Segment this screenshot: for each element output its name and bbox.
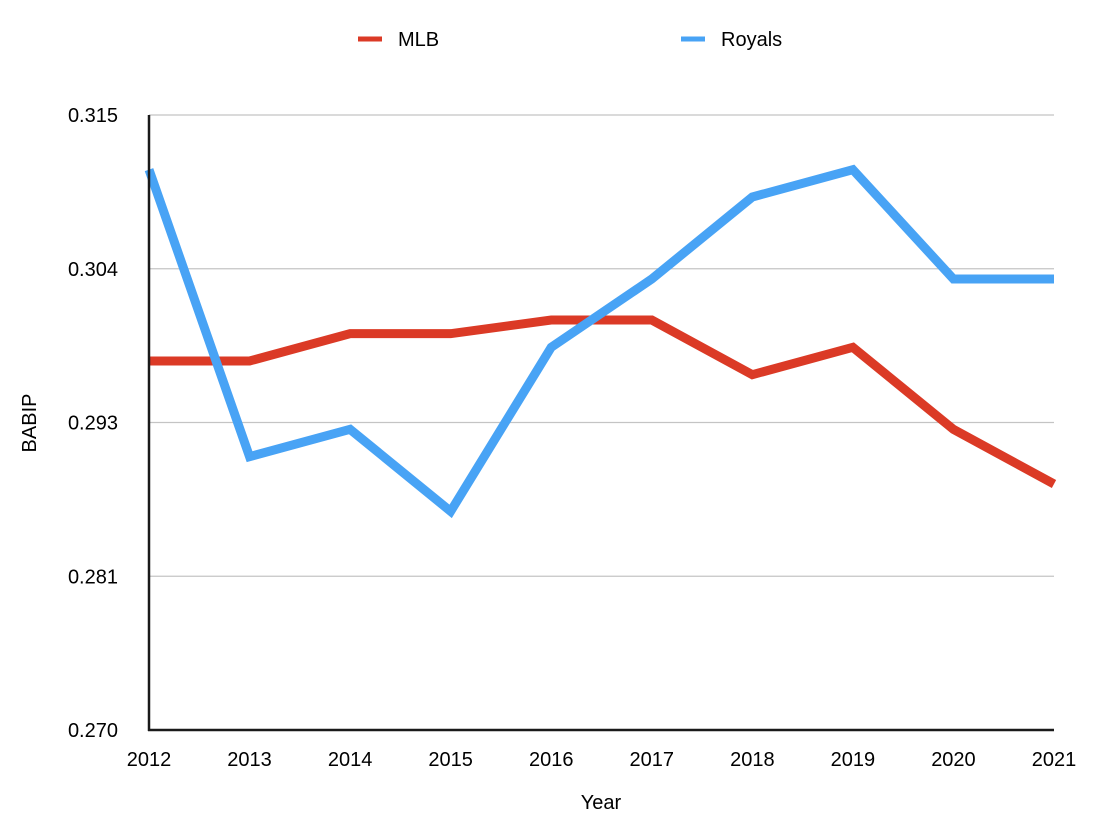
legend-label: MLB [398, 29, 439, 51]
x-tick-label: 2016 [529, 749, 574, 771]
x-tick-label: 2017 [630, 749, 675, 771]
series-line-mlb [149, 315, 1057, 488]
y-axis-title: BABIP [19, 394, 41, 453]
x-tick-label: 2021 [1032, 749, 1077, 771]
x-tick-label: 2018 [730, 749, 775, 771]
series-line-royals [144, 164, 1054, 519]
x-tick-label: 2015 [428, 749, 473, 771]
x-tick-labels: 2012 2013 2014 2015 2016 2017 2018 2019 2020 2021 [127, 749, 1077, 771]
series-lines [144, 164, 1057, 519]
legend-item-royals: Royals [681, 29, 782, 51]
x-axis-title: Year [581, 792, 622, 814]
legend: MLB Royals [358, 29, 782, 51]
x-tick-label: 2019 [831, 749, 876, 771]
y-tick-labels: 0.270 0.281 0.293 0.304 0.315 [68, 105, 118, 742]
legend-item-mlb: MLB [358, 29, 439, 51]
x-tick-label: 2013 [227, 749, 272, 771]
gridlines [149, 114, 1054, 577]
y-tick-label: 0.281 [68, 566, 118, 588]
y-tick-label: 0.293 [68, 413, 118, 435]
x-tick-label: 2014 [328, 749, 373, 771]
axes [147, 115, 1054, 732]
x-tick-label: 2012 [127, 749, 172, 771]
y-tick-label: 0.270 [68, 720, 118, 742]
y-tick-label: 0.304 [68, 259, 118, 281]
legend-label: Royals [721, 29, 782, 51]
x-tick-label: 2020 [931, 749, 976, 771]
y-tick-label: 0.315 [68, 105, 118, 127]
